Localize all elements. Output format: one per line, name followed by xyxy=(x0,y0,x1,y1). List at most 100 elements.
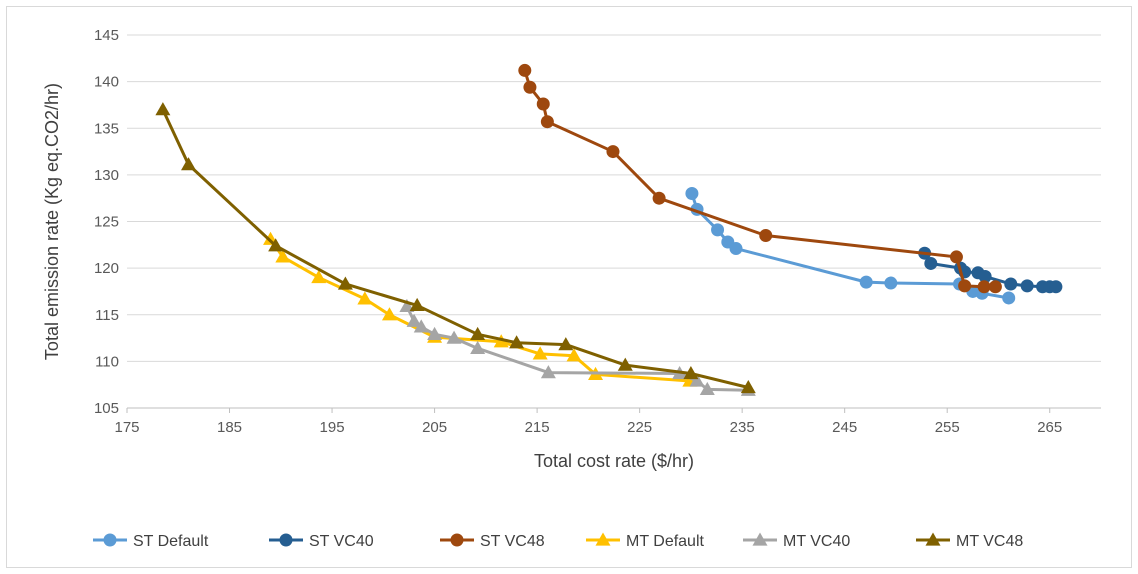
data-point-mt-vc40 xyxy=(446,330,462,344)
legend-item-mt-vc48: MT VC48 xyxy=(916,532,1023,550)
x-tick-label: 255 xyxy=(935,419,960,436)
x-tick-label: 195 xyxy=(320,419,345,436)
data-point-mt-vc48 xyxy=(740,379,756,394)
data-point-st-vc48 xyxy=(536,97,550,111)
legend-item-st-vc48: ST VC48 xyxy=(440,533,545,550)
x-axis-ticks: 175 185 195 205 215 225 235 245 255 265 xyxy=(114,408,1062,436)
data-point-mt-default xyxy=(275,249,291,263)
data-point-st-default xyxy=(711,223,725,237)
legend-item-st-default: ST Default xyxy=(93,533,209,550)
data-point-mt-vc48 xyxy=(409,297,425,312)
y-tick-label: 135 xyxy=(94,120,119,137)
y-tick-label: 115 xyxy=(95,307,119,324)
data-point-mt-default xyxy=(532,346,548,360)
data-point-st-vc48 xyxy=(518,63,532,77)
data-point-st-vc48 xyxy=(759,228,773,242)
data-point-mt-vc48 xyxy=(337,276,353,290)
x-tick-label: 245 xyxy=(832,419,857,436)
data-point-st-default xyxy=(1002,291,1016,305)
series-st-vc40 xyxy=(918,246,1063,294)
series-st-vc48 xyxy=(518,63,1002,294)
series-group xyxy=(155,63,1063,396)
x-tick-label: 235 xyxy=(730,419,755,436)
y-tick-label: 145 xyxy=(94,27,119,44)
legend-marker xyxy=(279,533,293,547)
y-tick-label: 105 xyxy=(94,400,119,417)
series-line-mt-vc48 xyxy=(161,108,749,389)
data-point-st-vc48 xyxy=(523,80,537,94)
legend-marker xyxy=(595,532,611,546)
data-point-st-vc40 xyxy=(1049,280,1063,294)
data-point-st-vc40 xyxy=(1020,279,1034,293)
data-point-mt-vc40 xyxy=(399,298,415,312)
y-tick-label: 110 xyxy=(95,353,119,370)
x-tick-label: 185 xyxy=(217,419,242,436)
legend: ST Default ST VC40 ST VC48 MT Default MT VC4… xyxy=(93,532,1023,550)
data-point-st-default xyxy=(685,187,699,201)
data-point-st-vc48 xyxy=(988,280,1002,294)
data-point-st-vc48 xyxy=(540,115,554,129)
legend-label: MT VC40 xyxy=(783,533,850,550)
legend-label: ST VC40 xyxy=(309,533,374,550)
x-tick-label: 205 xyxy=(422,419,447,436)
x-axis-title: Total cost rate ($/hr) xyxy=(534,451,694,471)
data-point-mt-vc40 xyxy=(406,313,422,327)
series-line-mt-default xyxy=(269,238,690,383)
legend-label: MT Default xyxy=(626,533,705,550)
y-tick-label: 140 xyxy=(94,74,119,91)
data-point-mt-default xyxy=(381,307,397,321)
data-point-st-vc48 xyxy=(652,191,666,205)
y-axis-title: Total emission rate (Kg eq.CO2/hr) xyxy=(42,83,62,360)
legend-marker xyxy=(103,533,117,547)
data-point-st-vc40 xyxy=(1004,277,1018,291)
data-point-mt-default xyxy=(566,348,582,362)
data-point-st-vc48 xyxy=(958,279,972,293)
data-point-st-default xyxy=(884,276,898,290)
data-point-mt-vc48 xyxy=(268,238,284,252)
series-st-default xyxy=(685,187,1016,305)
data-point-mt-vc48 xyxy=(558,337,574,351)
data-point-mt-vc40 xyxy=(427,326,443,340)
x-tick-label: 215 xyxy=(525,419,550,436)
data-point-st-vc40 xyxy=(924,256,938,270)
data-point-st-vc40 xyxy=(978,270,992,284)
data-point-mt-vc48 xyxy=(470,326,486,340)
data-point-mt-vc48 xyxy=(617,357,633,371)
data-point-mt-default xyxy=(311,269,327,284)
data-point-mt-vc40 xyxy=(540,365,556,379)
gridlines xyxy=(127,34,1101,409)
legend-label: MT VC48 xyxy=(956,533,1023,550)
y-axis-ticks: 105 110 115 120 125 130 135 140 145 xyxy=(94,27,119,417)
data-point-st-vc48 xyxy=(606,145,620,159)
series-mt-vc48 xyxy=(155,102,756,394)
data-point-st-vc48 xyxy=(977,280,991,294)
data-point-st-default xyxy=(859,275,873,289)
data-point-mt-default xyxy=(357,291,373,305)
data-point-mt-vc40 xyxy=(699,381,715,395)
series-line-st-vc40 xyxy=(923,252,1056,289)
y-tick-label: 120 xyxy=(94,260,119,277)
legend-item-mt-default: MT Default xyxy=(586,532,705,550)
data-point-mt-vc48 xyxy=(155,102,171,116)
legend-marker xyxy=(752,532,768,546)
chart-frame xyxy=(6,6,1132,568)
data-point-mt-vc48 xyxy=(509,335,525,349)
legend-marker xyxy=(450,533,464,547)
legend-label: ST VC48 xyxy=(480,533,545,550)
y-tick-label: 125 xyxy=(94,214,119,231)
x-tick-label: 225 xyxy=(627,419,652,436)
legend-item-mt-vc40: MT VC40 xyxy=(743,532,850,550)
data-point-mt-vc48 xyxy=(683,365,699,380)
data-point-mt-vc40 xyxy=(689,373,705,387)
x-tick-label: 175 xyxy=(114,419,139,436)
x-tick-label: 265 xyxy=(1037,419,1062,436)
legend-marker xyxy=(925,532,941,546)
data-point-mt-vc40 xyxy=(413,319,429,333)
data-point-mt-vc48 xyxy=(181,157,197,171)
y-tick-label: 130 xyxy=(94,167,119,184)
data-point-st-vc48 xyxy=(949,250,963,264)
series-mt-default xyxy=(263,231,698,387)
legend-label: ST Default xyxy=(133,533,209,550)
data-point-st-default xyxy=(729,242,743,256)
